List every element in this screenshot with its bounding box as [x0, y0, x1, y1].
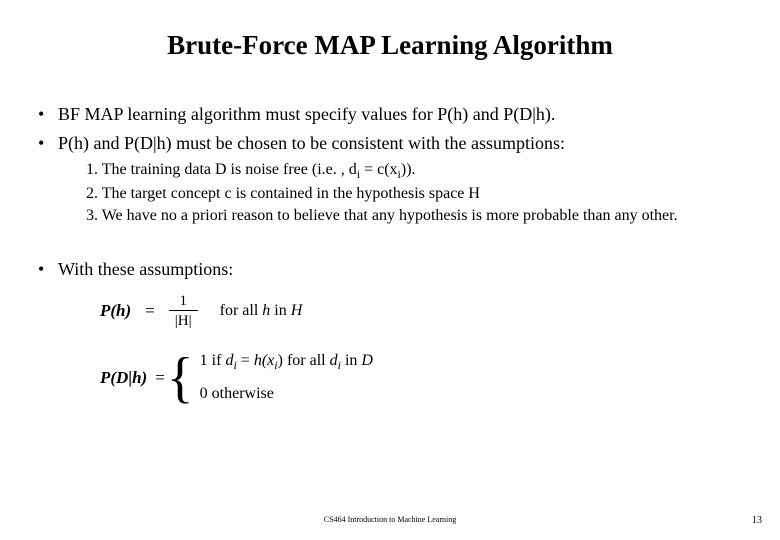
brace-icon: { [167, 350, 194, 406]
ph-in: in [270, 302, 290, 319]
ph-bigH: H [291, 302, 303, 319]
a1-pre: 1. The training data D is noise free (i.… [86, 161, 357, 178]
assumptions-list: 1. The training data D is noise free (i.… [58, 159, 750, 228]
page-number: 13 [752, 515, 762, 526]
equals-2: = [155, 368, 165, 388]
ph-for: for all [220, 302, 263, 319]
case-2: 0 otherwise [200, 385, 373, 403]
pdh-lhs: P(D|h) [100, 368, 147, 388]
c1-D: D [361, 352, 373, 369]
bullet-2-text: P(h) and P(D|h) must be chosen to be con… [58, 133, 565, 153]
page-title: Brute-Force MAP Learning Algorithm [30, 30, 750, 61]
bullet-3: With these assumptions: [30, 256, 750, 283]
frac-num: 1 [173, 293, 193, 310]
equation-pdh: P(D|h) = { 1 if di = h(xi) for all di in… [100, 350, 750, 406]
assumption-2: 2. The target concept c is contained in … [86, 183, 750, 205]
frac-den: |H| [169, 310, 198, 330]
case-1: 1 if di = h(xi) for all di in D [200, 352, 373, 373]
a1-post: )). [401, 161, 416, 178]
c1-pre: 1 if [200, 352, 226, 369]
ph-tail: for all h in H [220, 302, 303, 320]
fraction: 1 |H| [169, 293, 198, 330]
second-bullets: With these assumptions: [30, 256, 750, 283]
assumption-1: 1. The training data D is noise free (i.… [86, 159, 750, 183]
assumption-3: 3. We have no a priori reason to believe… [86, 205, 750, 227]
bullet-1: BF MAP learning algorithm must specify v… [30, 101, 750, 128]
equals-1: = [145, 301, 155, 321]
c1-di2: d [330, 352, 338, 369]
c1-hx: h(x [254, 352, 274, 369]
ph-lhs: P(h) [100, 301, 131, 321]
a1-mid: = c(x [360, 161, 397, 178]
main-bullets: BF MAP learning algorithm must specify v… [30, 101, 750, 228]
equations-block: P(h) = 1 |H| for all h in H P(D|h) = { 1… [30, 293, 750, 406]
c1-mid: = [237, 352, 254, 369]
c1-post: ) for all [278, 352, 330, 369]
footer-text: CS464 Introduction to Machine Learning [0, 515, 780, 524]
cases: 1 if di = h(xi) for all di in D 0 otherw… [200, 352, 373, 403]
bullet-2: P(h) and P(D|h) must be chosen to be con… [30, 130, 750, 228]
c1-in: in [341, 352, 361, 369]
equation-ph: P(h) = 1 |H| for all h in H [100, 293, 750, 330]
